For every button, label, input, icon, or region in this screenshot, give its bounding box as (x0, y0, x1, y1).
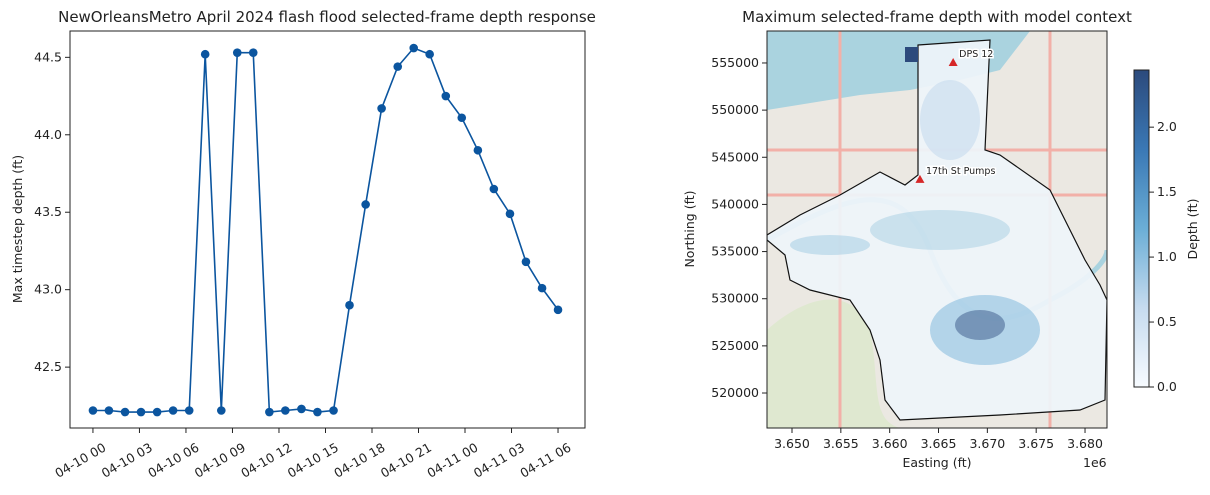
x-tick-label: 04-10 00 (52, 440, 108, 481)
y-tick-label: 44.5 (34, 49, 62, 64)
y-tick-label: 525000 (711, 338, 759, 353)
x-tick-label: 3.665 (921, 436, 957, 451)
point (473, 145, 483, 155)
point (200, 49, 210, 59)
marker-label: 17th St Pumps (926, 166, 995, 177)
y-tick-label: 550000 (711, 102, 759, 117)
marker-label: DPS 12 (959, 49, 993, 60)
point (232, 48, 242, 57)
point (104, 406, 114, 415)
y-axis-label: Max timestep depth (ft) (10, 155, 25, 303)
x-tick-label: 3.650 (774, 436, 810, 451)
y-tick-label: 520000 (711, 385, 759, 400)
y-axis-label: Northing (ft) (682, 190, 697, 267)
point (136, 407, 146, 417)
point (393, 62, 403, 71)
y-tick-label: 43.5 (34, 204, 62, 219)
y-tick-label: 44.0 (34, 127, 62, 142)
x-tick-label: 3.675 (1018, 436, 1054, 451)
marker (948, 57, 958, 66)
point (120, 407, 130, 417)
colorbar-tick-label: 1.0 (1157, 249, 1177, 264)
map-title: Maximum selected-frame depth with model … (742, 8, 1132, 26)
y-tick-label: 540000 (711, 196, 759, 211)
y-tick-label: 42.5 (34, 359, 62, 374)
x-tick-label: 3.660 (872, 436, 908, 451)
point (505, 209, 515, 219)
line (92, 47, 559, 413)
x-tick-label: 04-11 00 (424, 440, 480, 481)
x-tick-label: 3.670 (969, 436, 1005, 451)
point (553, 305, 563, 315)
x-tick-label: 04-10 03 (99, 440, 155, 481)
point (521, 257, 531, 267)
colorbar-label: Depth (ft) (1185, 199, 1200, 260)
point (377, 104, 386, 113)
x-tick-label: 04-10 06 (145, 440, 201, 481)
colorbar-tick-label: 0.0 (1157, 379, 1177, 394)
x-tick-label: 04-10 15 (285, 440, 341, 481)
x-tick-label: 04-10 18 (331, 440, 387, 481)
point (457, 113, 467, 123)
colorbar-tick-label: 2.0 (1157, 119, 1177, 134)
colorbar (1133, 69, 1150, 388)
x-offset-label: 1e6 (1083, 455, 1107, 470)
map-frame (766, 30, 1108, 429)
point (425, 49, 434, 59)
point (152, 407, 162, 417)
point (313, 407, 322, 417)
x-axis-label: Easting (ft) (902, 455, 971, 470)
point (217, 406, 226, 415)
x-tick-label: 04-11 06 (517, 440, 573, 481)
y-tick-label: 545000 (711, 149, 759, 164)
y-tick-label: 555000 (711, 55, 759, 70)
point (297, 404, 306, 414)
point (537, 283, 547, 293)
point (168, 406, 178, 415)
point (361, 200, 370, 209)
point (409, 43, 418, 53)
point (248, 48, 258, 57)
x-tick-label: 04-10 21 (378, 440, 434, 481)
marker (915, 174, 925, 183)
y-tick-label: 535000 (711, 244, 759, 259)
point (88, 406, 98, 415)
point (329, 406, 338, 415)
point (441, 91, 451, 101)
colorbar-tick-label: 0.5 (1157, 314, 1177, 329)
y-tick-label: 530000 (711, 291, 759, 306)
point (345, 300, 354, 310)
y-tick-label: 43.0 (34, 282, 62, 297)
x-tick-label: 04-11 03 (471, 440, 527, 481)
chart-title: NewOrleansMetro April 2024 flash flood s… (58, 8, 596, 26)
basemap (767, 31, 1107, 428)
x-tick-label: 3.655 (823, 436, 859, 451)
plot-frame (69, 30, 586, 429)
x-tick-label: 04-10 12 (238, 440, 294, 481)
colorbar-tick-label: 1.5 (1157, 184, 1177, 199)
x-tick-label: 04-10 09 (192, 440, 248, 481)
x-tick-label: 3.680 (1067, 436, 1103, 451)
point (184, 406, 194, 415)
point (265, 407, 274, 417)
point (489, 184, 499, 194)
point (281, 406, 290, 415)
